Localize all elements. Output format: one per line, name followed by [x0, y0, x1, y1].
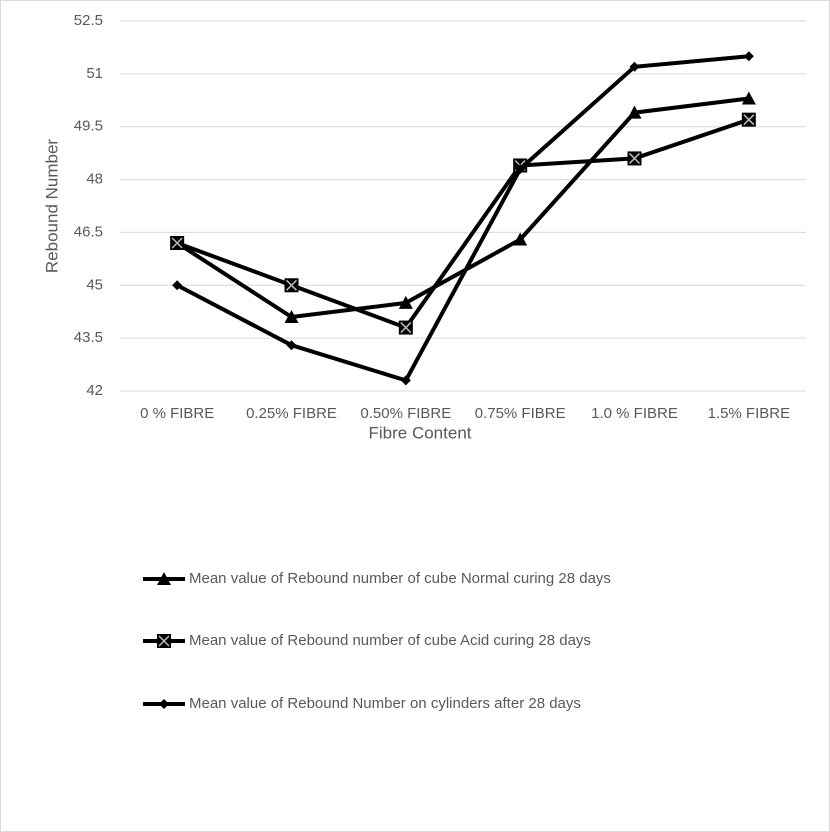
marker [159, 699, 169, 709]
x-tick-label: 1.5% FIBRE [708, 405, 791, 422]
marker [515, 164, 526, 174]
marker [284, 310, 299, 323]
legend-label: Mean value of Rebound Number on cylinder… [189, 695, 581, 712]
x-tick-label: 0.75% FIBRE [475, 405, 566, 422]
legend-line-text: Mean value of Rebound Number on cylinder… [189, 695, 581, 712]
y-tick-label: 46.5 [74, 223, 103, 240]
marker [743, 51, 754, 62]
marker [513, 232, 528, 246]
y-tick-label: 52.5 [74, 12, 103, 29]
marker [398, 295, 413, 309]
legend-label: Mean value of Rebound number of cube Aci… [189, 632, 591, 649]
y-tick-label: 49.5 [74, 118, 103, 135]
marker-cross [285, 279, 298, 291]
legend-line-text: Mean value of Rebound number of cube Aci… [189, 632, 591, 649]
marker [398, 320, 413, 335]
marker [741, 91, 756, 105]
y-tick-label: 43.5 [74, 329, 103, 346]
x-tick-label: 0.25% FIBRE [246, 405, 337, 422]
marker-cross [171, 237, 183, 249]
y-axis-label: Rebound Number [42, 139, 61, 274]
x-axis-label: Fibre Content [369, 423, 472, 442]
x-tick-label: 0 % FIBRE [140, 405, 214, 422]
marker [170, 236, 185, 250]
marker [627, 151, 642, 166]
marker [284, 278, 299, 293]
marker [741, 112, 756, 127]
y-tick-label: 45 [86, 276, 103, 293]
marker-cross [628, 152, 641, 164]
y-tick-label: 48 [86, 171, 103, 188]
x-tick-label: 1.0 % FIBRE [591, 405, 678, 422]
marker [286, 340, 297, 351]
y-tick-label: 42 [86, 382, 103, 399]
legend-line-text: Mean value of Rebound number of cube Nor… [189, 570, 611, 587]
marker [629, 61, 640, 72]
marker-cross [400, 322, 412, 334]
marker-cross [158, 635, 170, 647]
marker-cross [743, 114, 755, 126]
series-line [176, 117, 750, 330]
marker [627, 105, 642, 119]
legend-label: Mean value of Rebound number of cube Nor… [189, 570, 611, 587]
x-tick-label: 0.50% FIBRE [360, 405, 451, 422]
y-tick-label: 51 [86, 65, 103, 82]
marker [172, 280, 183, 291]
marker [157, 634, 171, 648]
marker [157, 572, 171, 585]
series-line [176, 54, 750, 383]
marker [400, 375, 411, 386]
